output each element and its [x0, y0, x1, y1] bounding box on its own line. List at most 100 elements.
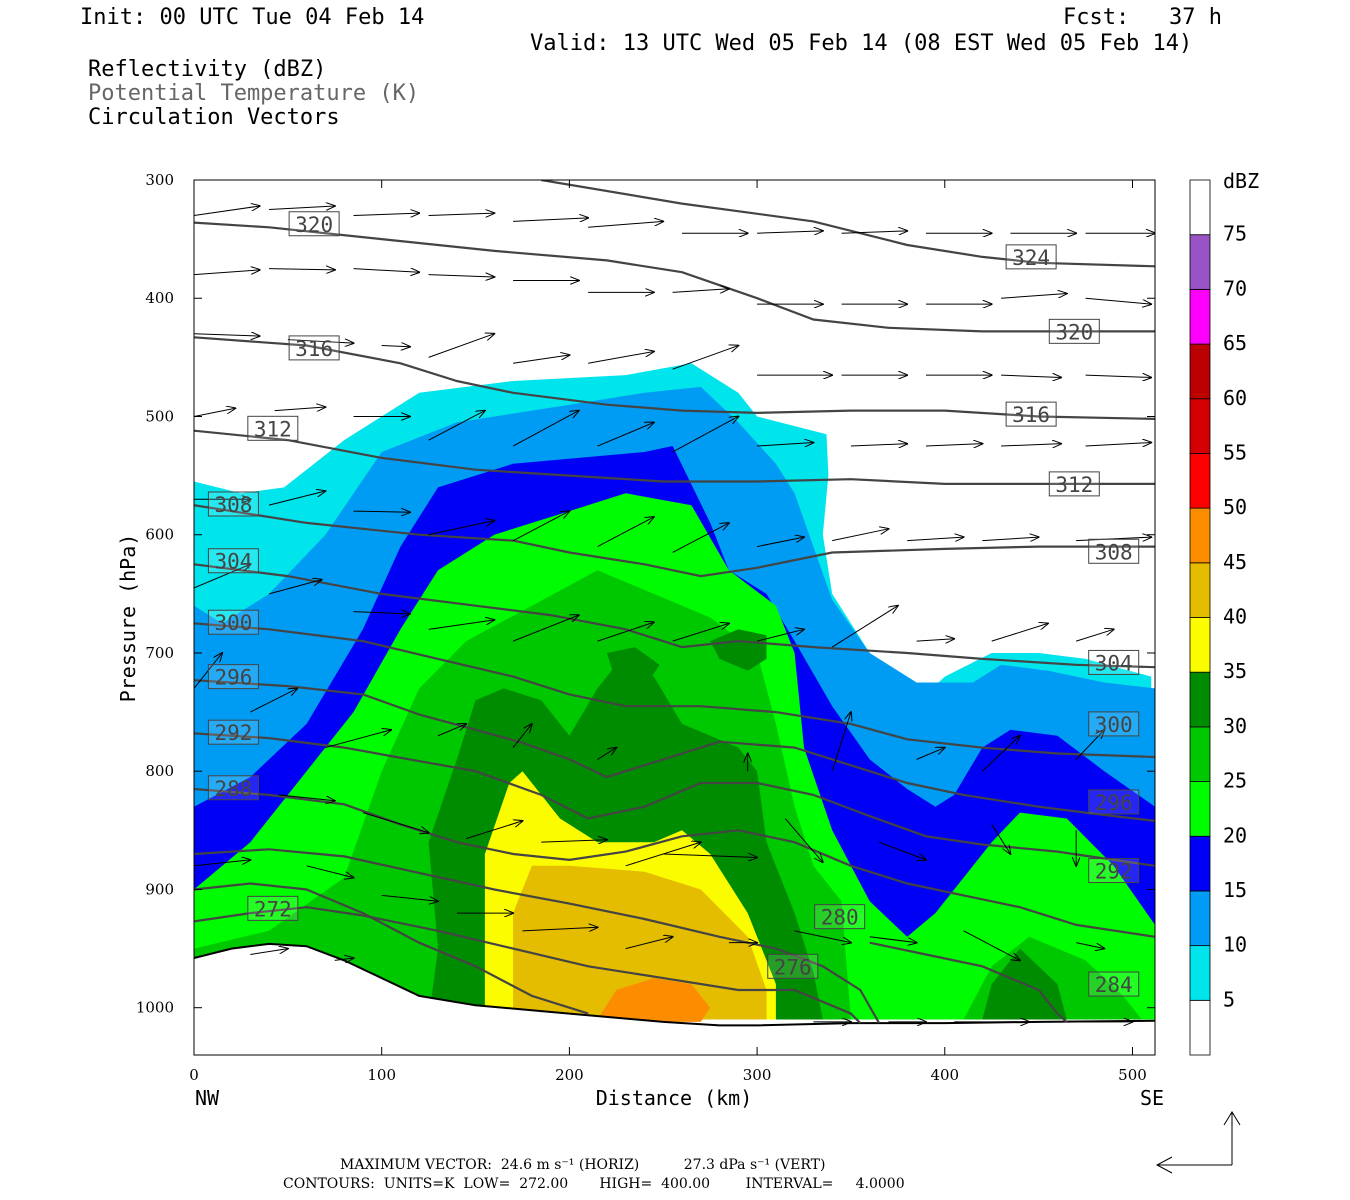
- svg-text:296: 296: [1095, 791, 1133, 815]
- circulation-vector: [869, 936, 917, 943]
- colorbar-swatch-35: [1189, 617, 1211, 673]
- field-circulation-vectors: Circulation Vectors: [88, 105, 340, 130]
- circulation-vector: [757, 443, 813, 447]
- colorbar-swatch-25: [1189, 726, 1211, 782]
- theta-contour-320: [194, 221, 1155, 333]
- circulation-vector: [672, 289, 729, 293]
- colorbar-swatch-55: [1189, 398, 1211, 454]
- x-axis-title: Distance (km): [596, 1086, 753, 1110]
- colorbar-label: 25: [1223, 769, 1247, 793]
- svg-text:292: 292: [214, 721, 252, 745]
- valid-time: Valid: 13 UTC Wed 05 Feb 14 (08 EST Wed …: [530, 31, 1193, 56]
- circulation-vector: [588, 221, 663, 228]
- circulation-vector: [362, 812, 429, 833]
- theta-contour-308: [194, 504, 1155, 578]
- circulation-vector: [194, 408, 235, 417]
- svg-text:316: 316: [1012, 403, 1050, 427]
- field-reflectivity: Reflectivity (dBZ): [88, 57, 327, 82]
- contour-label-320: 320: [1048, 318, 1100, 344]
- contour-label-296: 296: [1088, 789, 1140, 815]
- colorbar-label: 55: [1223, 440, 1247, 464]
- theta-contour-296: [194, 679, 1155, 822]
- circulation-vector: [832, 529, 888, 542]
- colorbar-swatch-45: [1189, 507, 1211, 564]
- svg-text:312: 312: [254, 417, 292, 441]
- circulation-vector: [250, 949, 288, 955]
- circulation-vector: [1001, 294, 1067, 299]
- circulation-vector: [672, 523, 729, 553]
- circulation-vector: [250, 688, 297, 713]
- colorbar-label: 35: [1223, 659, 1247, 683]
- colorbar-swatch-30: [1189, 671, 1211, 728]
- colorbar-swatch-20: [1189, 781, 1211, 837]
- colorbar-label: 5: [1223, 987, 1235, 1011]
- colorbar-swatch-50: [1189, 453, 1211, 509]
- circulation-vector: [597, 748, 617, 760]
- x-tick-label: 300: [743, 1066, 772, 1084]
- svg-text:316: 316: [295, 337, 333, 361]
- circulation-vector: [981, 736, 1020, 772]
- colorbar-swatch-70: [1189, 234, 1211, 290]
- circulation-vector: [428, 620, 495, 630]
- svg-text:312: 312: [1055, 473, 1093, 497]
- colorbar-swatch-5: [1189, 945, 1211, 1001]
- x-tick-label: 400: [930, 1066, 959, 1084]
- circulation-vector: [194, 860, 250, 867]
- circulation-vector: [334, 958, 354, 960]
- x-tick-label: 0: [189, 1066, 199, 1084]
- circulation-vector: [466, 821, 522, 840]
- theta-contour-304: [194, 563, 1155, 669]
- colorbar-label: 75: [1223, 222, 1247, 246]
- y-tick-label: 700: [145, 644, 174, 662]
- svg-text:320: 320: [1055, 320, 1093, 344]
- contour-label-324: 324: [1005, 244, 1057, 270]
- circulation-vector: [625, 842, 701, 867]
- circulation-vector: [512, 615, 579, 642]
- contour-label-296: 296: [207, 664, 259, 690]
- contour-label-304: 304: [1088, 649, 1140, 675]
- colorbar-label: 30: [1223, 714, 1247, 738]
- svg-text:276: 276: [774, 955, 812, 979]
- y-axis-title: Pressure (hPa): [116, 534, 140, 703]
- reflectivity-region-30dbz: [710, 629, 767, 671]
- x-tick-label: 500: [1118, 1066, 1147, 1084]
- contour-label-320: 320: [288, 211, 340, 237]
- circulation-vector: [512, 411, 579, 447]
- svg-text:304: 304: [214, 550, 252, 574]
- svg-text:296: 296: [214, 666, 252, 690]
- circulation-vector: [878, 841, 926, 860]
- theta-contour-312: [194, 429, 1155, 485]
- contour-label-312: 312: [247, 415, 299, 441]
- theta-contour-276: [194, 848, 881, 1024]
- contour-label-300: 300: [207, 609, 259, 635]
- colorbar-label: 60: [1223, 386, 1247, 410]
- max-vector-note: MAXIMUM VECTOR: 24.6 m s⁻¹ (HORIZ) 27.3 …: [340, 1157, 826, 1173]
- circulation-vector: [306, 865, 354, 878]
- svg-text:280: 280: [821, 906, 859, 930]
- field-potential-temperature: Potential Temperature (K): [88, 81, 420, 106]
- colorbar-label: 50: [1223, 495, 1247, 519]
- circulation-vector: [1085, 443, 1152, 447]
- circulation-vector: [541, 840, 607, 842]
- circulation-vector: [982, 537, 1038, 541]
- contour-label-316: 316: [1005, 401, 1057, 427]
- circulation-vector: [963, 930, 1020, 961]
- forecast-hour: Fcst: 37 h: [1063, 5, 1222, 30]
- theta-contour-300: [194, 622, 1155, 759]
- circulation-vector: [428, 213, 495, 215]
- svg-text:272: 272: [254, 897, 292, 921]
- circulation-vector: [428, 521, 495, 536]
- theta-contour-324: [541, 180, 1155, 268]
- circulation-vector: [597, 422, 654, 447]
- circulation-vector: [268, 491, 325, 506]
- circulation-vector: [916, 748, 945, 760]
- circulation-vector: [672, 346, 739, 370]
- circulation-vector: [428, 275, 495, 277]
- reflectivity-region-45dbz: [597, 978, 711, 1022]
- circulation-vector: [1085, 297, 1152, 304]
- circulation-vector: [925, 444, 982, 446]
- circulation-vector: [428, 411, 485, 441]
- circulation-vector: [757, 231, 823, 233]
- terrain-surface-line: [194, 942, 1155, 1027]
- colorbar-label: 20: [1223, 823, 1247, 847]
